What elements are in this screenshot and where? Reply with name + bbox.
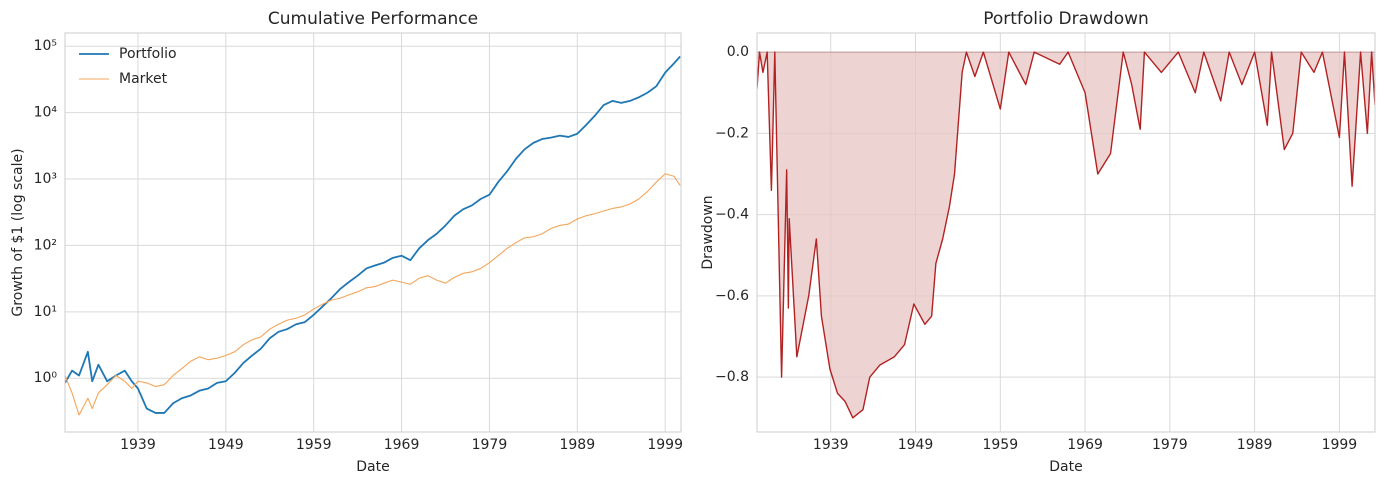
x-tick-label: 1969 xyxy=(384,437,420,453)
plot-area xyxy=(65,55,681,416)
x-axis-label: Date xyxy=(1049,459,1082,475)
y-tick-label: 0.0 xyxy=(727,44,749,60)
series-line xyxy=(757,51,1375,419)
y-tick-label: −0.8 xyxy=(715,369,749,385)
legend-label: Market xyxy=(119,71,168,87)
y-axis-label: Drawdown xyxy=(700,195,716,269)
y-tick-label: 10² xyxy=(34,237,57,253)
area-fill xyxy=(757,52,1375,418)
x-tick-label: 1979 xyxy=(472,437,508,453)
x-tick-label: 1959 xyxy=(982,437,1018,453)
legend-label: Portfolio xyxy=(119,46,177,62)
x-tick-label: 1939 xyxy=(813,437,849,453)
chart-title: Cumulative Performance xyxy=(268,9,478,29)
y-tick-label: 10⁰ xyxy=(34,370,58,386)
y-tick-label: −0.2 xyxy=(715,125,749,141)
x-tick-label: 1989 xyxy=(1237,437,1273,453)
y-axis-label: Growth of $1 (log scale) xyxy=(10,148,26,316)
y-tick-label: −0.4 xyxy=(715,207,749,223)
x-tick-label: 1989 xyxy=(559,437,595,453)
y-tick-label: 10³ xyxy=(34,171,57,187)
x-tick-label: 1949 xyxy=(898,437,934,453)
x-tick-label: 1959 xyxy=(296,437,332,453)
chart-title: Portfolio Drawdown xyxy=(983,9,1149,29)
x-axis-label: Date xyxy=(356,459,389,475)
x-tick-label: 1969 xyxy=(1067,437,1103,453)
legend: Portfolio Market xyxy=(79,46,177,87)
series-line xyxy=(65,55,681,414)
x-tick-label: 1939 xyxy=(120,437,156,453)
plot-area xyxy=(757,51,1375,419)
axes-frame xyxy=(756,32,1376,433)
x-tick-label: 1979 xyxy=(1152,437,1188,453)
series-line xyxy=(65,173,681,416)
y-tick-label: 10⁴ xyxy=(34,105,58,121)
subplot: Cumulative Performance Date Growth of $1 (… xyxy=(10,9,683,475)
y-tick-label: −0.6 xyxy=(715,288,749,304)
axes-frame xyxy=(64,32,682,433)
subplot: Portfolio Drawdown Date Drawdown 1939 1949 19… xyxy=(700,9,1376,475)
y-tick-label: 10⁵ xyxy=(34,38,57,54)
y-tick-label: 10¹ xyxy=(34,304,57,320)
x-tick-label: 1999 xyxy=(647,437,683,453)
x-tick-label: 1999 xyxy=(1322,437,1358,453)
x-tick-label: 1949 xyxy=(208,437,244,453)
